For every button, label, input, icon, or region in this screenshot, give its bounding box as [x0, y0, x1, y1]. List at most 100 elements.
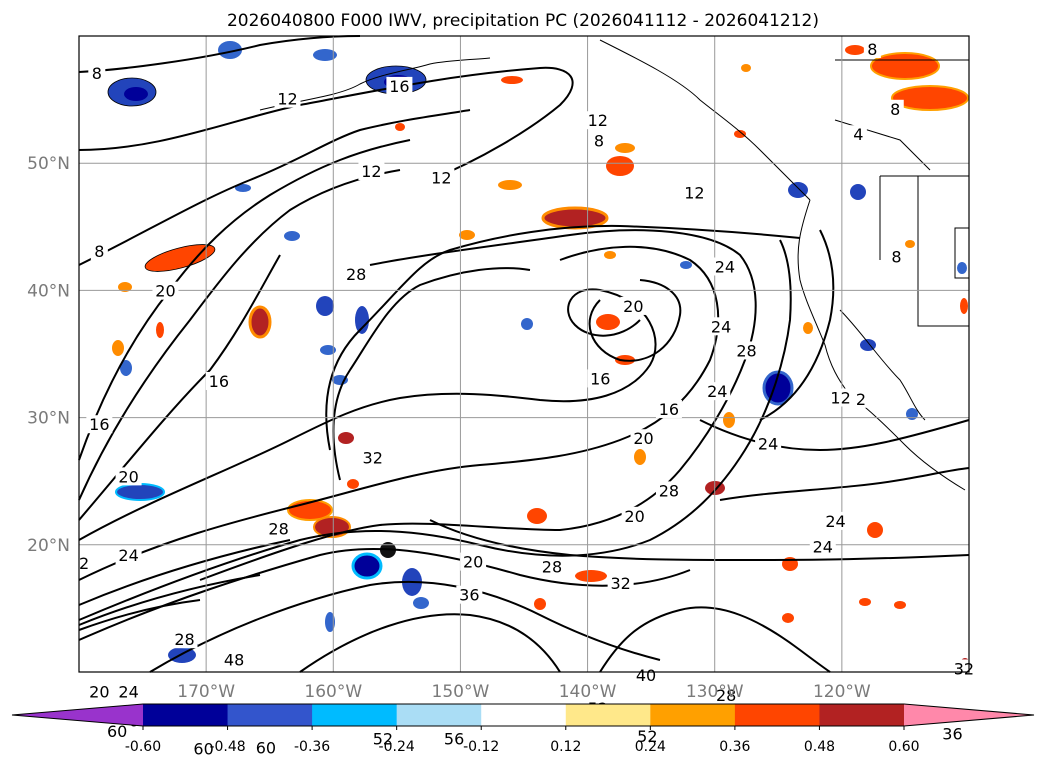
contour-label-bg	[634, 726, 661, 745]
contour-label-bg	[221, 650, 248, 669]
contour-label: 36	[459, 586, 479, 605]
contour-label: 28	[542, 558, 562, 577]
contour-label-bg	[265, 519, 292, 538]
contour-label-bg	[86, 682, 113, 701]
colorbar-tick-label: -0.36	[294, 739, 330, 755]
contour-label: 8	[92, 64, 102, 83]
longitude-labels: 170°W 160°W 150°W 140°W 130°W 120°W	[177, 682, 871, 702]
contour-label: 20	[624, 507, 644, 526]
contour-label: 24	[118, 682, 138, 701]
contour-label: 8	[891, 247, 901, 266]
contour-label-bg	[681, 183, 708, 202]
contour-label-bg	[104, 721, 131, 740]
colorbar-tick-label: -0.24	[379, 739, 415, 755]
contour-label-bg	[655, 481, 682, 500]
contour-label: 48	[224, 651, 244, 670]
contour-label: 20	[155, 282, 175, 301]
contour-label: 16	[659, 400, 679, 419]
contour-label: 56	[444, 729, 464, 748]
contour-label-bg	[621, 506, 648, 525]
contour-label-bg	[733, 341, 760, 360]
contour-label-bg	[886, 99, 904, 118]
contour-label: 8	[890, 100, 900, 119]
contour-label-bg	[190, 739, 217, 758]
contour-label: 60	[107, 722, 127, 741]
contour-label: 32	[610, 574, 630, 593]
contour-label: 12	[431, 168, 451, 187]
contour-label-bg	[358, 162, 385, 181]
lat-tick-label: 30°N	[27, 409, 70, 429]
contour-label-bg	[852, 389, 870, 408]
lon-tick-label: 170°W	[177, 682, 235, 702]
lon-tick-label: 130°W	[686, 682, 744, 702]
contour-label: 32	[954, 659, 974, 678]
contour-label: 8	[594, 132, 604, 151]
contour-label: 24	[715, 258, 735, 277]
contour-label-bg	[428, 168, 455, 187]
colorbar-segment	[396, 704, 482, 726]
contour-label: 40	[636, 666, 656, 685]
contour-label-bg	[538, 557, 565, 576]
colorbar-tick-label: 0.12	[550, 739, 581, 755]
contour-label: 12	[361, 162, 381, 181]
colorbar-tick-label: -0.12	[463, 739, 499, 755]
contour-label: 20	[633, 429, 653, 448]
contour-label-bg	[607, 574, 634, 593]
contour-label-bg	[152, 281, 179, 300]
contour-label: 24	[118, 546, 138, 565]
contour-label-bg	[620, 296, 647, 315]
contour-label: 4	[853, 125, 863, 144]
contour-label-bg	[590, 131, 608, 150]
contour-label: 28	[346, 265, 366, 284]
contour-label: 16	[389, 77, 409, 96]
contour-label-bg	[939, 724, 966, 743]
contour-label: 36	[942, 724, 962, 743]
contour-label: 32	[363, 448, 383, 467]
map-area: 8 12 16 12 8 8 8 4 12 12 12 8 20 28 24 20 24 28 8 16 16 16 24 1…	[75, 35, 977, 759]
lon-tick-label: 160°W	[304, 682, 362, 702]
contour-label: 24	[707, 382, 727, 401]
contour-label-bg	[827, 388, 854, 407]
contour-label: 60	[193, 740, 213, 759]
contour-label: 12	[830, 389, 850, 408]
colorbar-segment	[312, 704, 398, 726]
contour-label: 28	[736, 341, 756, 360]
lon-tick-label: 140°W	[559, 682, 617, 702]
contour-label: 28	[716, 686, 736, 705]
contour-label: 28	[659, 481, 679, 500]
contour-label-bg	[950, 659, 977, 678]
graticule	[79, 36, 969, 672]
contour-label-bg	[809, 537, 836, 556]
colorbar-segment	[481, 704, 567, 726]
contour-label: 28	[174, 630, 194, 649]
contour-label-bg	[343, 265, 370, 284]
lat-tick-label: 20°N	[27, 536, 70, 556]
contour-label-bg	[711, 257, 738, 276]
lon-tick-label: 120°W	[813, 682, 871, 702]
contour-label-bg	[90, 242, 108, 261]
lat-tick-label: 40°N	[27, 281, 70, 301]
contour-label: 16	[590, 369, 610, 388]
contour-label-bg	[205, 371, 232, 390]
contour-label: 12	[684, 184, 704, 203]
contour-label-bg	[888, 247, 906, 266]
contour-label-bg	[369, 729, 396, 748]
contour-label-bg	[115, 467, 142, 486]
contour-label-bg	[587, 369, 614, 388]
contour-label: 12	[277, 90, 297, 109]
contour-label-bg	[115, 682, 142, 701]
contour-label: 20	[118, 467, 138, 486]
colorbar-segment	[565, 704, 651, 726]
contour-label-bg	[584, 111, 611, 130]
contour-label-bg	[441, 729, 468, 748]
contour-label: 12	[588, 111, 608, 130]
colorbar: -0.60 -0.48 -0.36 -0.24 -0.12 0.12 0.24 0.36 0.4…	[11, 703, 1035, 755]
contour-label: 8	[867, 40, 877, 59]
latitude-labels: 50°N 40°N 30°N 20°N	[27, 154, 70, 556]
contour-label-bg	[704, 382, 731, 401]
plot-frame	[78, 35, 970, 673]
colorbar-tick-label: -0.48	[209, 739, 245, 755]
contour-label-bg	[755, 434, 782, 453]
plot-background	[79, 36, 969, 672]
